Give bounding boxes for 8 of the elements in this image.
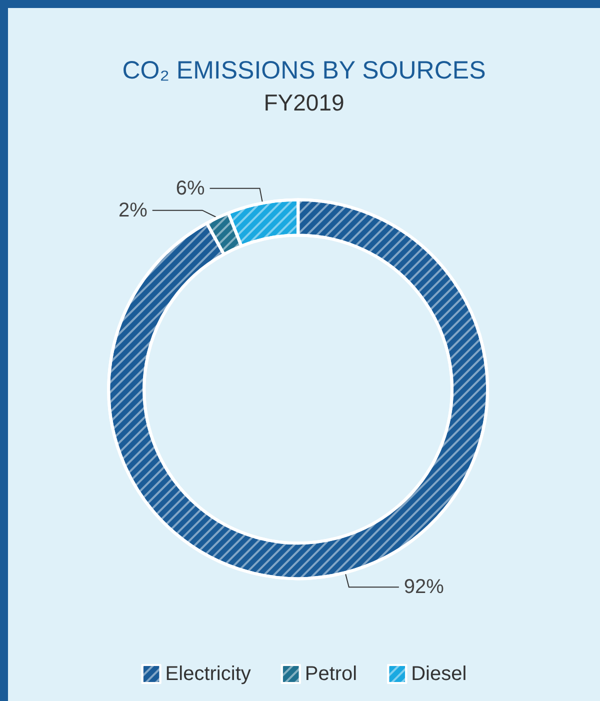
data-label: 92% — [404, 576, 444, 598]
data-label: 2% — [118, 199, 148, 222]
chart-subtitle: FY2019 — [264, 90, 344, 116]
legend-label: Petrol — [304, 663, 358, 685]
chart-title: CO₂ EMISSIONS BY SOURCES — [122, 56, 486, 84]
legend-label: Diesel — [411, 663, 467, 685]
data-label: 6% — [176, 177, 205, 200]
legend-label: Electricity — [165, 663, 251, 685]
